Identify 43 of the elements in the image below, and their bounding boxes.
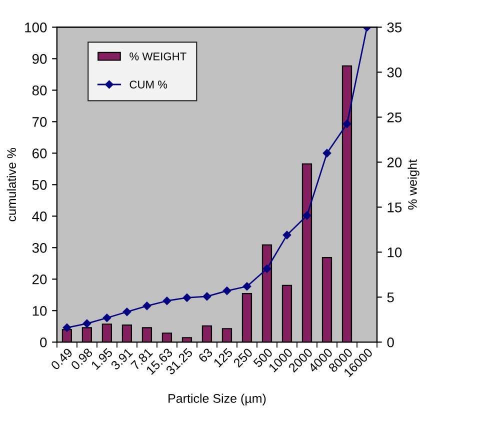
y2-axis-title: % weight — [408, 159, 420, 210]
legend-label: CUM % — [130, 80, 168, 88]
point — [122, 308, 132, 316]
y-tick-label: 50 — [32, 180, 47, 190]
y-tick-label: 30 — [32, 242, 47, 253]
y2-tick-label: 10 — [388, 247, 402, 258]
point — [82, 319, 92, 328]
point — [262, 264, 272, 273]
x-tick-label: 63 — [198, 348, 214, 363]
y-tick-label: 60 — [32, 148, 47, 158]
point — [302, 211, 312, 220]
x-axis-title: Particle Size (µm) — [168, 394, 266, 406]
point — [342, 120, 352, 128]
y-tick-label: 0 — [40, 337, 47, 348]
x-tick-label: 3.91 — [110, 348, 134, 370]
y2-tick-label: 20 — [387, 158, 402, 168]
y-tick-label: 100 — [25, 22, 47, 32]
y-tick-label: 20 — [32, 274, 47, 284]
y-tick-label: 40 — [32, 211, 47, 222]
point — [182, 294, 192, 302]
y2-tick-label: 30 — [387, 68, 402, 78]
legend-label: % WEIGHT — [130, 52, 186, 60]
y2-tick-label: 0 — [387, 337, 394, 348]
y-axis-title: cumulative % — [6, 148, 16, 222]
point — [62, 324, 72, 332]
point — [102, 314, 112, 322]
y-tick-label: 80 — [32, 86, 47, 96]
y2-tick-label: 15 — [388, 202, 402, 212]
point — [202, 292, 212, 301]
point — [322, 149, 332, 158]
x-tick-label: 125 — [213, 348, 234, 368]
y-tick-label: 70 — [32, 117, 47, 127]
point — [282, 230, 292, 240]
y2-tick-label: 5 — [387, 292, 394, 302]
y2-tick-label: 35 — [387, 22, 402, 32]
point — [242, 282, 252, 291]
point — [142, 302, 152, 310]
x-tick-label: 250 — [232, 348, 254, 368]
point — [222, 286, 232, 295]
y2-tick-label: 25 — [387, 112, 402, 122]
y-tick-label: 90 — [32, 54, 47, 64]
y-tick-label: 10 — [32, 306, 47, 316]
point — [162, 296, 172, 305]
